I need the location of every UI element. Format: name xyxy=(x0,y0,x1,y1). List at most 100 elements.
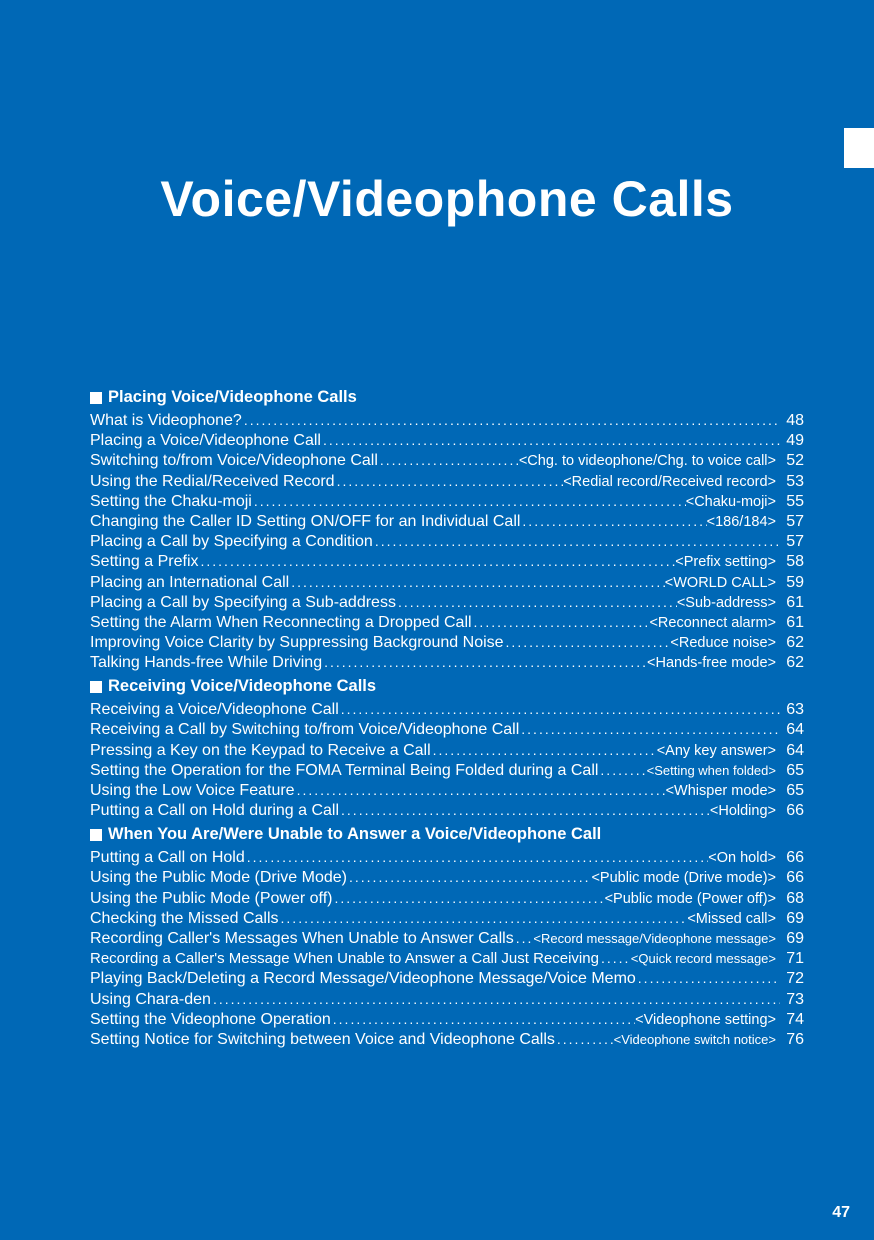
toc-entry: Using Chara-den73 xyxy=(90,992,804,1008)
toc-entry-title: Setting Notice for Switching between Voi… xyxy=(90,1032,555,1048)
toc-entry: Setting the Chaku-moji <Chaku-moji>55 xyxy=(90,494,804,510)
toc-leader-dots xyxy=(245,850,709,864)
page-number: 47 xyxy=(832,1204,850,1222)
toc-entry-title: Placing a Voice/Videophone Call xyxy=(90,433,321,449)
toc-entry-page: 53 xyxy=(780,474,804,490)
chapter-title: Voice/Videophone Calls xyxy=(90,170,804,228)
toc-entry-title: Switching to/from Voice/Videophone Call xyxy=(90,453,378,469)
section-header-text: Receiving Voice/Videophone Calls xyxy=(108,677,376,696)
toc-entry: Playing Back/Deleting a Record Message/V… xyxy=(90,971,804,987)
toc-entry: Talking Hands-free While Driving<Hands-f… xyxy=(90,655,804,671)
toc-entry-page: 66 xyxy=(780,850,804,866)
toc-entry-tag: <Hands-free mode> xyxy=(647,656,780,671)
toc-entry-page: 69 xyxy=(780,931,804,947)
toc-entry-tag: <Setting when folded> xyxy=(647,764,780,777)
toc-entry: Changing the Caller ID Setting ON/OFF fo… xyxy=(90,514,804,530)
toc-entry: Setting the Videophone Operation<Videoph… xyxy=(90,1012,804,1028)
toc-leader-dots xyxy=(332,891,604,905)
toc-entry: Using the Public Mode (Power off)<Public… xyxy=(90,891,804,907)
toc-leader-dots xyxy=(339,803,710,817)
toc-entry-tag: <Public mode (Power off)> xyxy=(605,892,780,907)
section-header: When You Are/Were Unable to Answer a Voi… xyxy=(90,825,804,844)
toc-leader-dots xyxy=(514,931,534,945)
toc-entry-page: 58 xyxy=(780,554,804,570)
toc-entry-page: 73 xyxy=(780,992,804,1008)
toc-leader-dots xyxy=(378,453,519,467)
toc-entry-tag: <Missed call> xyxy=(687,912,780,927)
toc-entry-title: Setting the Videophone Operation xyxy=(90,1012,331,1028)
toc-entry-tag: <Sub-address> xyxy=(677,596,780,611)
toc-entry-title: Pressing a Key on the Keypad to Receive … xyxy=(90,743,431,759)
toc-entry-title: Using the Redial/Received Record xyxy=(90,474,335,490)
toc-entry-title: Placing a Call by Specifying a Condition xyxy=(90,534,373,550)
toc-entry-page: 69 xyxy=(780,911,804,927)
toc-entry: Recording Caller's Messages When Unable … xyxy=(90,931,804,947)
toc-leader-dots xyxy=(199,554,676,568)
toc-entry-page: 68 xyxy=(780,891,804,907)
toc-entry-title: Placing an International Call xyxy=(90,575,289,591)
toc-entry-tag: <Whisper mode> xyxy=(666,784,780,799)
toc-entry-title: Changing the Caller ID Setting ON/OFF fo… xyxy=(90,514,520,530)
toc-entry-page: 71 xyxy=(780,951,804,967)
toc-leader-dots xyxy=(322,655,647,669)
toc-leader-dots xyxy=(598,763,646,777)
toc-entry: Placing a Voice/Videophone Call 49 xyxy=(90,433,804,449)
toc-entry-title: Setting the Chaku-moji xyxy=(90,494,252,510)
toc-entry-title: Receiving a Call by Switching to/from Vo… xyxy=(90,722,519,738)
toc-entry-title: Checking the Missed Calls xyxy=(90,911,279,927)
toc-entry-page: 74 xyxy=(780,1012,804,1028)
toc-entry-title: Setting the Alarm When Reconnecting a Dr… xyxy=(90,615,472,631)
square-bullet-icon xyxy=(90,392,102,404)
toc-entry: Setting the Operation for the FOMA Termi… xyxy=(90,763,804,779)
toc-leader-dots xyxy=(396,595,677,609)
toc-leader-dots xyxy=(472,615,650,629)
square-bullet-icon xyxy=(90,681,102,693)
toc-entry-title: Using the Public Mode (Drive Mode) xyxy=(90,870,347,886)
section-header: Placing Voice/Videophone Calls xyxy=(90,388,804,407)
page-content: Voice/Videophone Calls Placing Voice/Vid… xyxy=(0,0,874,1048)
toc-entry-title: Putting a Call on Hold during a Call xyxy=(90,803,339,819)
section-header-text: When You Are/Were Unable to Answer a Voi… xyxy=(108,825,601,844)
toc-entry: Using the Low Voice Feature <Whisper mode… xyxy=(90,783,804,799)
toc-entry: What is Videophone?48 xyxy=(90,413,804,429)
toc-entry: Setting Notice for Switching between Voi… xyxy=(90,1032,804,1048)
toc-entry: Improving Voice Clarity by Suppressing B… xyxy=(90,635,804,651)
toc-entry: Receiving a Call by Switching to/from Vo… xyxy=(90,722,804,738)
toc-entry-page: 64 xyxy=(780,722,804,738)
toc-entry-tag: <On hold> xyxy=(708,851,780,866)
toc-entry-title: Using the Low Voice Feature xyxy=(90,783,295,799)
toc-leader-dots xyxy=(339,702,780,716)
toc-leader-dots xyxy=(295,783,666,797)
toc-entry: Using the Redial/Received Record<Redial … xyxy=(90,474,804,490)
toc-leader-dots xyxy=(504,635,671,649)
toc-leader-dots xyxy=(431,743,657,757)
toc-entry-tag: <Videophone switch notice> xyxy=(614,1033,780,1046)
toc-leader-dots xyxy=(331,1012,635,1026)
toc-entry: Placing a Call by Specifying a Condition… xyxy=(90,534,804,550)
toc-entry-page: 48 xyxy=(780,413,804,429)
toc-leader-dots xyxy=(520,514,706,528)
toc-entry-tag: <Any key answer> xyxy=(657,744,780,759)
toc-entry-page: 65 xyxy=(780,763,804,779)
toc-entry-page: 52 xyxy=(780,453,804,469)
toc-entry-page: 61 xyxy=(780,595,804,611)
toc-entry-tag: <Quick record message> xyxy=(631,952,780,965)
toc-entry-tag: <Prefix setting> xyxy=(675,555,780,570)
toc-leader-dots xyxy=(211,992,780,1006)
toc-leader-dots xyxy=(373,534,780,548)
toc-entry-page: 57 xyxy=(780,534,804,550)
toc-entry-tag: <WORLD CALL> xyxy=(665,576,780,591)
toc-entry-title: Improving Voice Clarity by Suppressing B… xyxy=(90,635,504,651)
toc-entry-tag: <Chaku-moji> xyxy=(686,495,780,510)
toc-entry-tag: <186/184> xyxy=(707,515,780,530)
toc-entry-tag: <Holding> xyxy=(710,804,780,819)
toc-leader-dots xyxy=(335,474,564,488)
toc-entry-page: 55 xyxy=(780,494,804,510)
toc-entry: Switching to/from Voice/Videophone Call <… xyxy=(90,453,804,469)
toc-entry-tag: <Chg. to videophone/Chg. to voice call> xyxy=(519,454,780,469)
toc-entry-page: 49 xyxy=(780,433,804,449)
toc-entry: Putting a Call on Hold during a Call <Hol… xyxy=(90,803,804,819)
side-tab xyxy=(844,128,874,168)
section-header-text: Placing Voice/Videophone Calls xyxy=(108,388,357,407)
toc-leader-dots xyxy=(289,575,665,589)
